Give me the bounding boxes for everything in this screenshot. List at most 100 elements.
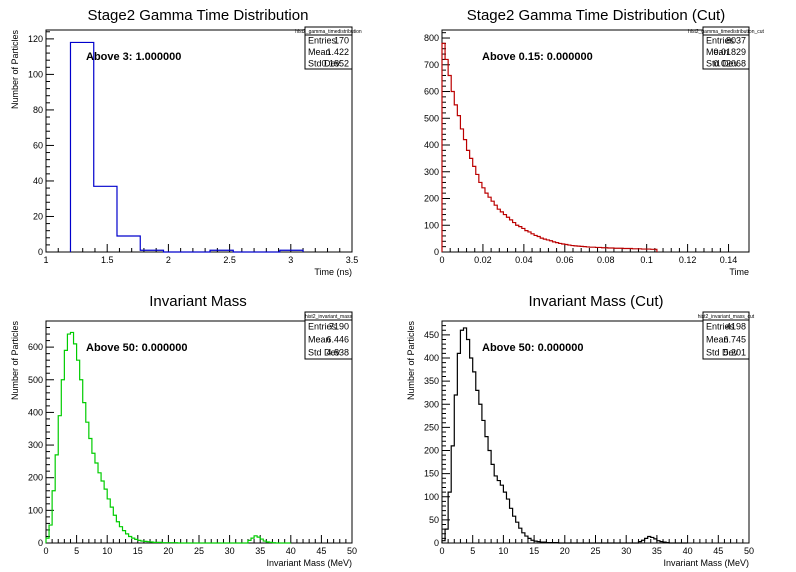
x-axis-label: Time (ns) bbox=[314, 267, 352, 277]
histogram-panel-1: Stage2 Gamma Time Distribution 1 1.5 2 2.5 3 3… bbox=[10, 7, 362, 277]
y-tick-label: 800 bbox=[424, 33, 439, 43]
stats-label: Entries bbox=[706, 36, 735, 46]
y-tick-label: 500 bbox=[424, 113, 439, 123]
y-axis-label: Number of Particles bbox=[10, 321, 20, 401]
x-tick-label: 20 bbox=[560, 546, 570, 556]
stats-value-entries: 170 bbox=[334, 36, 349, 46]
x-axis-label: Invariant Mass (MeV) bbox=[663, 558, 749, 568]
x-tick-label: 30 bbox=[225, 546, 235, 556]
x-tick-label: 25 bbox=[194, 546, 204, 556]
histogram-panel-4: Invariant Mass (Cut) 0 5 10 15 20 25 30 35 40 45 50… bbox=[406, 293, 755, 568]
stats-label: Entries bbox=[308, 36, 337, 46]
x-tick-label: 10 bbox=[498, 546, 508, 556]
y-tick-label: 300 bbox=[424, 399, 439, 409]
y-tick-label: 50 bbox=[429, 515, 439, 525]
y-tick-label: 400 bbox=[424, 140, 439, 150]
chart-title: Stage2 Gamma Time Distribution bbox=[88, 7, 309, 24]
stats-value-std_dev: 0.1852 bbox=[321, 58, 349, 68]
histogram-series bbox=[441, 327, 688, 544]
histogram-series bbox=[45, 331, 291, 544]
chart-title: Stage2 Gamma Time Distribution (Cut) bbox=[467, 7, 725, 24]
x-tick-label: 0.12 bbox=[679, 255, 697, 265]
stats-label: Entries bbox=[706, 322, 735, 332]
x-tick-label: 45 bbox=[713, 546, 723, 556]
y-tick-label: 0 bbox=[38, 247, 43, 257]
chart-title: Invariant Mass (Cut) bbox=[528, 293, 663, 310]
stats-value-entries: 4198 bbox=[726, 322, 746, 332]
x-tick-label: 2 bbox=[166, 255, 171, 265]
stats-value-std_dev: 5.201 bbox=[723, 348, 746, 358]
stats-label: Mean bbox=[308, 335, 331, 345]
y-tick-label: 200 bbox=[28, 473, 43, 483]
histogram-series bbox=[441, 42, 658, 252]
x-tick-label: 0.04 bbox=[515, 255, 533, 265]
y-tick-label: 80 bbox=[33, 105, 43, 115]
x-tick-label: 1.5 bbox=[101, 255, 114, 265]
stats-box-frame bbox=[702, 26, 750, 70]
x-tick-label: 45 bbox=[316, 546, 326, 556]
y-tick-label: 150 bbox=[424, 469, 439, 479]
y-tick-label: 100 bbox=[424, 492, 439, 502]
stats-name: hist2_gamma_timedistribution_cut bbox=[688, 29, 764, 35]
x-tick-label: 15 bbox=[529, 546, 539, 556]
x-tick-label: 40 bbox=[683, 546, 693, 556]
x-axis-label: Invariant Mass (MeV) bbox=[266, 558, 352, 568]
chart-title: Invariant Mass bbox=[149, 293, 247, 310]
x-tick-label: 1 bbox=[43, 255, 48, 265]
stats-box-frame bbox=[304, 26, 353, 70]
x-tick-label: 5 bbox=[74, 546, 79, 556]
stats-label: Std Dev bbox=[706, 348, 739, 358]
y-tick-label: 300 bbox=[424, 167, 439, 177]
stats-value-entries: 7190 bbox=[329, 322, 349, 332]
x-tick-label: 50 bbox=[744, 546, 754, 556]
x-tick-label: 0 bbox=[43, 546, 48, 556]
stats-box: hist2_gamma_timedistribution_cutEntries8… bbox=[688, 26, 765, 70]
x-tick-label: 35 bbox=[255, 546, 265, 556]
x-tick-label: 50 bbox=[347, 546, 357, 556]
stats-label: Mean bbox=[706, 335, 729, 345]
histogram-panel-2: Stage2 Gamma Time Distribution (Cut) 0 0.0… bbox=[424, 7, 765, 277]
y-tick-label: 500 bbox=[28, 375, 43, 385]
y-tick-label: 300 bbox=[28, 440, 43, 450]
stats-name: hist2_invariant_mass bbox=[305, 314, 352, 320]
x-axis-label: Time bbox=[729, 267, 749, 277]
stats-name: hist2_gamma_timedistribution bbox=[295, 29, 362, 35]
stats-name: hist2_invariant_mass_cut bbox=[698, 314, 755, 320]
y-axis-label: Number of Particles bbox=[10, 30, 20, 110]
y-tick-label: 0 bbox=[38, 538, 43, 548]
y-tick-label: 100 bbox=[424, 220, 439, 230]
y-tick-label: 100 bbox=[28, 69, 43, 79]
y-tick-label: 450 bbox=[424, 330, 439, 340]
stats-label: Std Dev bbox=[308, 58, 341, 68]
histogram-series bbox=[69, 41, 304, 253]
overflow-annotation: Above 3: 1.000000 bbox=[86, 51, 181, 63]
stats-value-mean: 1.422 bbox=[326, 47, 349, 57]
y-tick-label: 250 bbox=[424, 422, 439, 432]
y-tick-label: 700 bbox=[424, 60, 439, 70]
overflow-annotation: Above 50: 0.000000 bbox=[482, 342, 584, 354]
stats-label: Std Dev bbox=[308, 348, 341, 358]
stats-value-std_dev: 0.02068 bbox=[713, 58, 746, 68]
y-tick-label: 0 bbox=[434, 538, 439, 548]
x-tick-label: 0.1 bbox=[640, 255, 653, 265]
x-tick-label: 15 bbox=[133, 546, 143, 556]
y-tick-label: 120 bbox=[28, 34, 43, 44]
x-tick-label: 0 bbox=[439, 255, 444, 265]
x-tick-label: 0.14 bbox=[720, 255, 738, 265]
y-tick-label: 400 bbox=[28, 407, 43, 417]
y-tick-label: 200 bbox=[424, 194, 439, 204]
x-tick-label: 20 bbox=[163, 546, 173, 556]
stats-value-entries: 8037 bbox=[726, 36, 746, 46]
x-tick-label: 3.5 bbox=[346, 255, 359, 265]
y-tick-label: 20 bbox=[33, 211, 43, 221]
y-tick-label: 60 bbox=[33, 140, 43, 150]
stats-label: Mean bbox=[706, 47, 729, 57]
stats-box: hist2_gamma_timedistributionEntries170Me… bbox=[295, 26, 362, 70]
y-tick-label: 400 bbox=[424, 353, 439, 363]
y-tick-label: 0 bbox=[434, 247, 439, 257]
y-tick-label: 40 bbox=[33, 176, 43, 186]
x-tick-label: 0.08 bbox=[597, 255, 615, 265]
